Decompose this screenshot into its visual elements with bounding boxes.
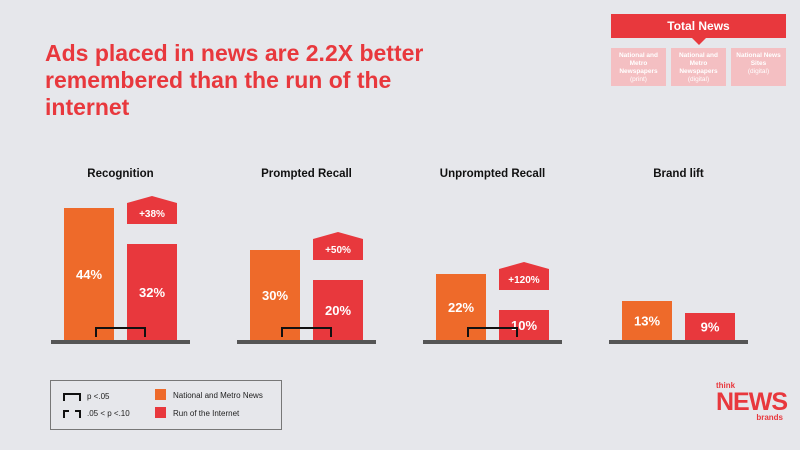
bar [313,280,363,340]
bar-value-label: 32% [139,285,165,300]
baseline [51,340,190,344]
total-news-header: Total News [611,14,786,38]
solid-bracket-icon [63,393,81,401]
lift-badge [313,232,363,260]
headline: Ads placed in news are 2.2X better remem… [45,40,424,120]
lift-label: +38% [139,209,165,220]
thinknewsbrands-logo: think NEWS brands [716,381,788,422]
lift-badge [499,262,549,290]
box-sub: (print) [630,76,647,83]
lift-badge [127,196,177,224]
box-sub: (digital) [687,76,710,83]
legend-sig-dashed: .05 < p <.10 [87,409,130,418]
significance-bracket [467,327,518,337]
baseline [423,340,562,344]
box-label: National News Sites [736,52,781,67]
lift-label: +50% [325,245,351,256]
bar-value-label: 13% [634,314,660,329]
legend-sig-solid: p <.05 [87,392,110,401]
bar-value-label: 9% [701,320,720,335]
baseline [609,340,748,344]
category-title: Unprompted Recall [440,168,545,180]
legend: p <.05 .05 < p <.10 National and Metro N… [50,380,282,430]
bar-value-label: 30% [262,288,288,303]
legend-swatch-internet [155,407,166,418]
box-sub: (digital) [747,68,770,75]
logo-think: think [716,381,736,390]
legend-series1: National and Metro News [173,391,263,400]
significance-bracket [95,327,146,337]
lift-label: +120% [508,275,540,286]
bar-value-label: 44% [76,267,102,282]
total-news-pointer [692,38,706,45]
category-title: Prompted Recall [261,168,352,180]
bar [499,310,549,340]
bar [250,250,300,340]
total-news-box-print: National and Metro Newspapers (print) [611,48,666,86]
baseline [237,340,376,344]
total-news-box-sites: National News Sites (digital) [731,48,786,86]
significance-bracket [281,327,332,337]
bar [127,244,177,340]
legend-series2: Run of the Internet [173,409,240,418]
total-news-box-digital: National and Metro Newspapers (digital) [671,48,726,86]
logo-brands: brands [756,413,783,422]
legend-swatch-news [155,389,166,400]
bar-value-label: 10% [511,318,537,333]
category-title: Recognition [87,168,153,180]
logo-news: NEWS [716,388,788,416]
bar-value-label: 22% [448,300,474,315]
category-title: Brand lift [653,168,704,180]
bar [64,208,114,340]
bar [685,313,735,340]
bar [622,301,672,340]
box-label: National and Metro Newspapers [618,52,658,75]
dashed-bracket-icon [63,410,81,418]
box-label: National and Metro Newspapers [678,52,718,75]
bar-value-label: 20% [325,303,351,318]
